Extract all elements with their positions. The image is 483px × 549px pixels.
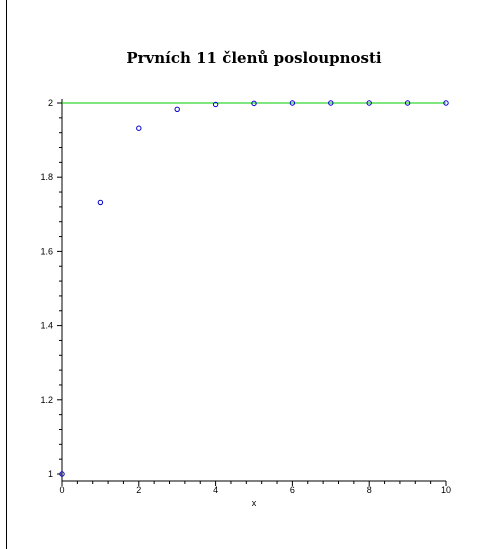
plot-area: 1 1.2 1.4 1.6 1.8 2 0 2 4 6 8 10 (40, 98, 451, 495)
y-tick-label: 1 (48, 469, 53, 479)
y-tick-label: 1.6 (40, 246, 53, 256)
data-point (251, 100, 257, 107)
data-point (443, 100, 449, 106)
data-point (59, 471, 65, 477)
x-tick-label: 6 (290, 485, 295, 495)
y-tick-label: 1.8 (40, 172, 53, 182)
y-tick-label: 2 (48, 98, 53, 108)
x-tick-label: 0 (59, 485, 64, 495)
data-point (174, 106, 180, 113)
data-point (212, 101, 219, 108)
y-tick-label: 1.4 (40, 321, 53, 331)
x-tick-label: 10 (441, 485, 451, 495)
x-tick-label: 2 (136, 485, 141, 495)
data-point (328, 100, 334, 106)
x-tick-label: 8 (367, 485, 372, 495)
data-point (97, 199, 104, 206)
x-tick-label: 4 (213, 485, 218, 495)
data-point (404, 100, 411, 106)
data-point (289, 100, 296, 106)
x-axis-label: x (252, 498, 257, 508)
chart-title: Prvních 11 členů posloupnosti (126, 49, 382, 67)
data-point (136, 125, 142, 131)
y-tick-label: 1.2 (40, 395, 53, 405)
data-point (366, 100, 372, 106)
